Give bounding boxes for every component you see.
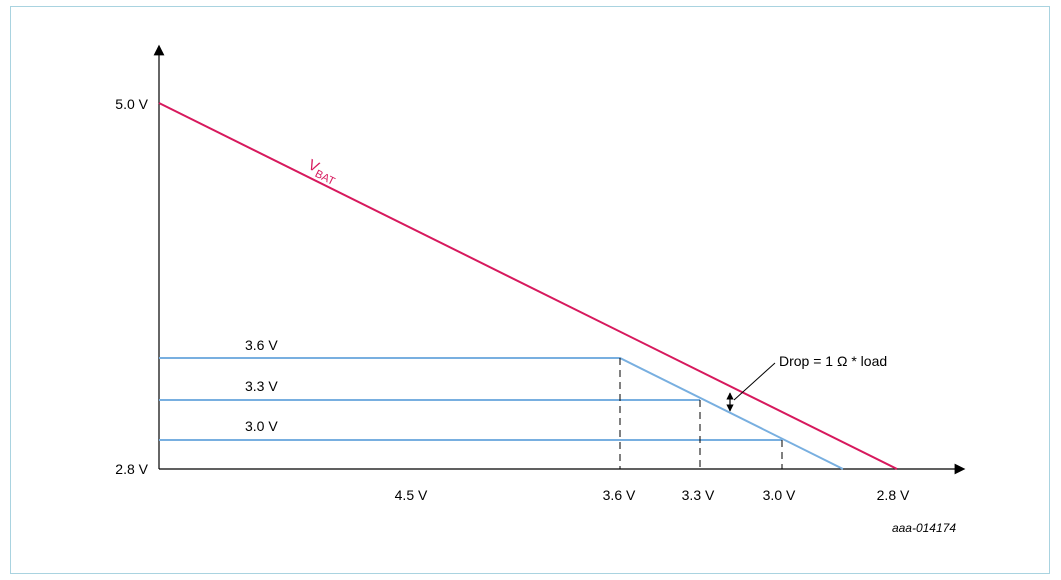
x-label-3-6v: 3.6 V	[603, 487, 636, 503]
figure-id: aaa-014174	[892, 521, 956, 535]
drop-leader-line	[733, 362, 776, 401]
level-label-3-3v: 3.3 V	[245, 378, 278, 394]
level-label-3-0v: 3.0 V	[245, 418, 278, 434]
x-label-2-8v: 2.8 V	[877, 487, 910, 503]
regulated-line-3-6v	[159, 357, 844, 470]
x-label-3-3v: 3.3 V	[682, 487, 715, 503]
drop-annotation: Drop = 1 Ω * load	[779, 353, 887, 369]
vbat-label: VBAT	[304, 156, 341, 188]
x-label-4-5v: 4.5 V	[395, 487, 428, 503]
y-label-top: 5.0 V	[115, 96, 148, 112]
level-label-3-6v: 3.6 V	[245, 337, 278, 353]
vbat-line	[158, 102, 898, 470]
figure-frame	[10, 6, 1050, 574]
x-label-3-0v: 3.0 V	[763, 487, 796, 503]
y-label-bottom: 2.8 V	[115, 461, 148, 477]
